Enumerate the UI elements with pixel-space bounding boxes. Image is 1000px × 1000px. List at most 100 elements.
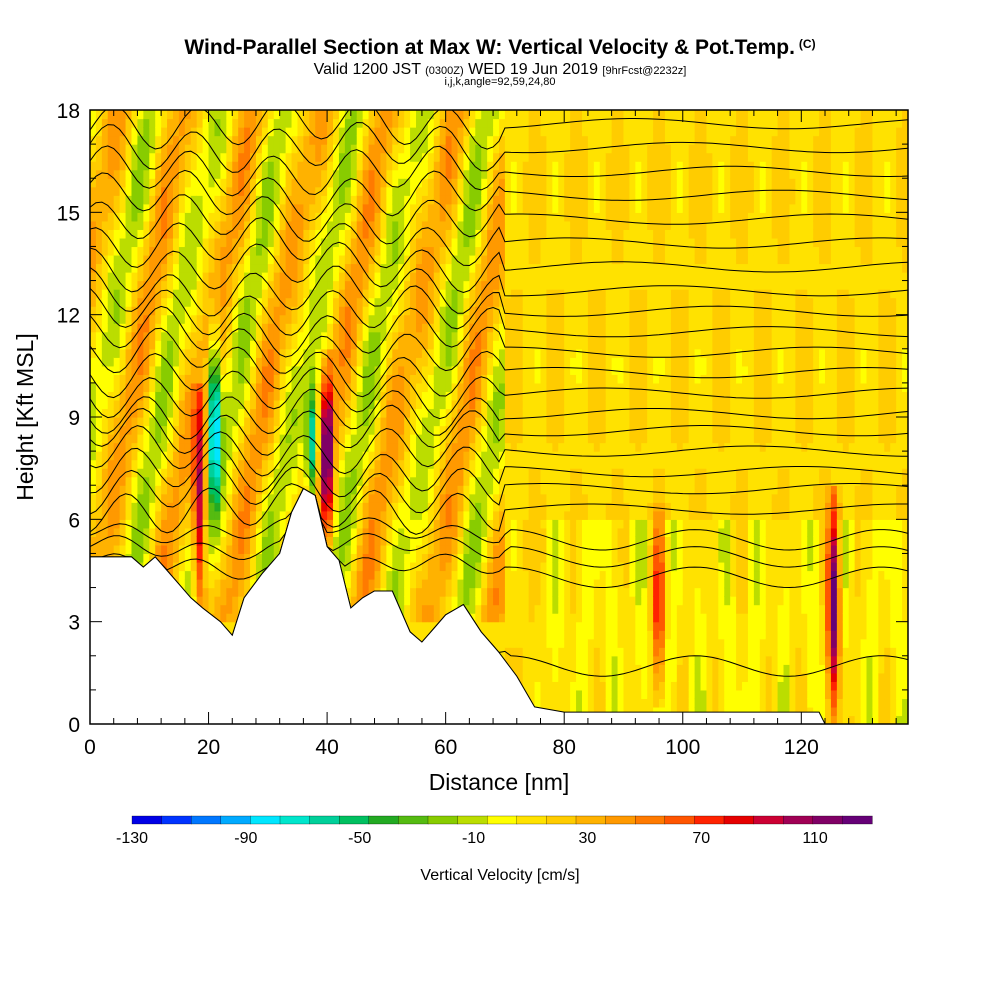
velocity-cell <box>125 536 133 546</box>
velocity-cell <box>178 161 186 171</box>
velocity-cell <box>309 186 316 196</box>
velocity-cell <box>232 178 239 188</box>
velocity-cell <box>208 493 216 503</box>
velocity-cell <box>333 212 340 222</box>
velocity-cell <box>267 161 275 171</box>
velocity-cell <box>119 314 127 324</box>
velocity-cell <box>457 382 465 393</box>
velocity-cell <box>350 220 358 230</box>
velocity-cell <box>95 408 103 418</box>
velocity-cell <box>427 237 435 248</box>
velocity-cell <box>208 579 216 589</box>
velocity-cell <box>410 118 417 128</box>
velocity-cell <box>149 536 156 546</box>
velocity-cell <box>380 331 387 341</box>
velocity-cell <box>303 237 310 248</box>
velocity-cell <box>380 544 387 555</box>
velocity-cell <box>143 502 150 512</box>
velocity-cell <box>499 544 506 555</box>
velocity-cell <box>475 169 482 179</box>
velocity-cell <box>481 203 488 213</box>
velocity-cell <box>279 408 287 418</box>
velocity-cell <box>445 203 453 213</box>
velocity-cell <box>214 263 222 273</box>
velocity-cell <box>291 459 299 469</box>
velocity-cell <box>439 135 447 145</box>
velocity-cell <box>433 186 441 196</box>
velocity-cell <box>445 442 453 452</box>
velocity-cell <box>137 391 144 401</box>
velocity-cell <box>416 331 423 341</box>
velocity-cell <box>190 459 198 469</box>
velocity-cell <box>255 186 263 196</box>
velocity-cell <box>167 220 174 230</box>
velocity-cell <box>445 280 453 290</box>
velocity-cell <box>362 229 370 239</box>
velocity-cell <box>190 544 198 555</box>
velocity-cell <box>327 323 334 333</box>
velocity-cell <box>202 399 210 410</box>
velocity-cell <box>137 408 144 418</box>
velocity-cell <box>172 468 180 478</box>
velocity-cell <box>125 434 133 444</box>
velocity-cell <box>220 289 227 299</box>
velocity-cell <box>161 493 168 503</box>
velocity-cell <box>279 212 287 222</box>
velocity-cell <box>214 579 222 589</box>
velocity-cell <box>493 408 500 418</box>
velocity-cell <box>374 561 382 572</box>
velocity-cell <box>291 178 299 188</box>
velocity-cell <box>321 408 328 418</box>
velocity-cell <box>267 417 275 427</box>
velocity-cell <box>356 519 364 529</box>
velocity-cell <box>137 289 144 299</box>
velocity-cell <box>481 630 488 640</box>
velocity-cell <box>184 289 192 299</box>
velocity-cell <box>107 340 115 350</box>
velocity-cell <box>113 382 121 393</box>
velocity-cell <box>315 212 322 222</box>
velocity-cell <box>244 212 251 222</box>
velocity-cell <box>350 169 358 179</box>
velocity-cell <box>143 246 150 256</box>
velocity-cell <box>101 348 109 358</box>
velocity-cell <box>155 246 162 256</box>
velocity-cell <box>202 254 210 265</box>
velocity-cell <box>315 417 322 427</box>
velocity-cell <box>90 536 97 546</box>
velocity-cell <box>421 365 429 375</box>
velocity-cell <box>392 382 399 393</box>
velocity-cell <box>107 493 115 503</box>
velocity-cell <box>404 254 411 265</box>
velocity-cell <box>220 195 227 205</box>
velocity-cell <box>481 280 488 290</box>
velocity-cell <box>285 314 293 324</box>
velocity-cell <box>421 391 429 401</box>
velocity-cell <box>374 485 382 495</box>
velocity-cell <box>404 110 411 120</box>
velocity-cell <box>178 561 186 572</box>
velocity-cell <box>232 399 239 410</box>
velocity-cell <box>421 382 429 393</box>
velocity-cell <box>184 502 192 512</box>
velocity-cell <box>493 536 500 546</box>
velocity-cell <box>107 152 115 162</box>
velocity-cell <box>386 237 393 248</box>
velocity-cell <box>433 365 441 375</box>
velocity-cell <box>238 331 245 341</box>
velocity-cell <box>291 212 299 222</box>
velocity-cell <box>273 203 281 213</box>
velocity-cell <box>469 220 476 230</box>
velocity-cell <box>143 348 150 358</box>
velocity-cell <box>321 237 328 248</box>
velocity-cell <box>433 434 441 444</box>
velocity-cell <box>297 314 304 324</box>
velocity-cell <box>107 169 115 179</box>
velocity-cell <box>433 161 441 171</box>
velocity-cell <box>445 118 453 128</box>
velocity-cell <box>131 135 139 145</box>
velocity-cell <box>451 519 459 529</box>
velocity-cell <box>445 237 453 248</box>
velocity-cell <box>398 485 405 495</box>
velocity-cell <box>469 135 476 145</box>
